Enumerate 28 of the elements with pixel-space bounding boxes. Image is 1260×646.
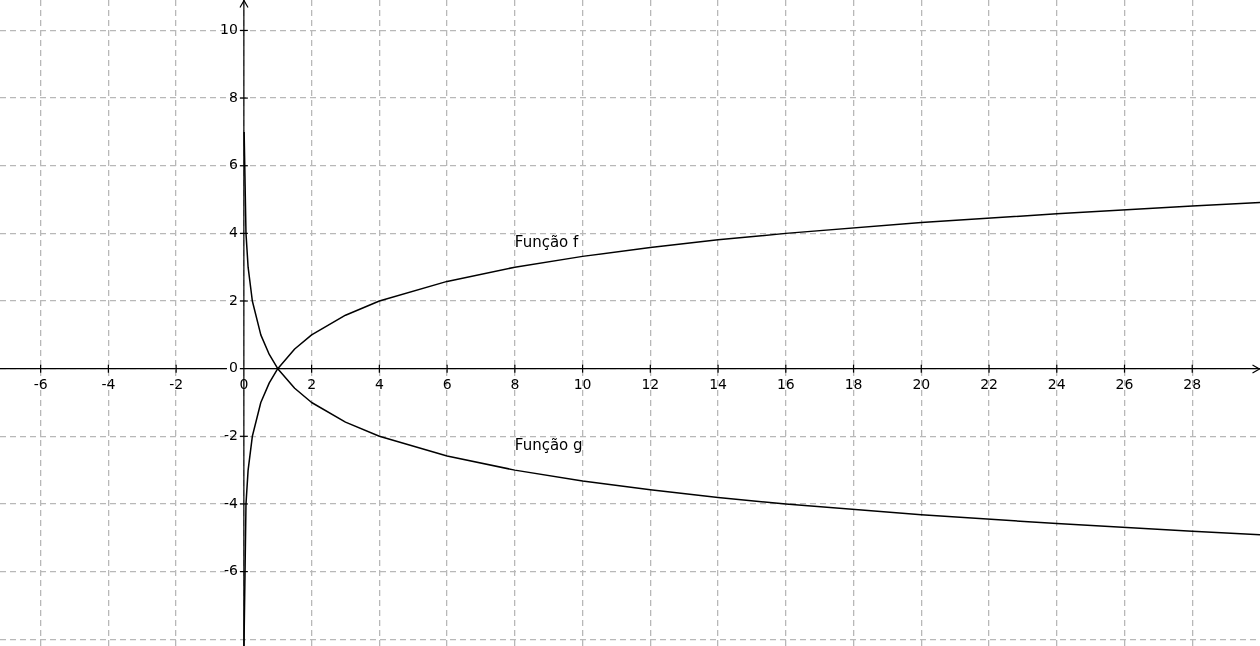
y-tick-label: 10	[220, 21, 238, 38]
y-tick-label: 0	[228, 359, 238, 376]
x-tick-label: 14	[709, 376, 728, 393]
x-tick-label: 16	[776, 376, 795, 393]
x-tick-label: 28	[1183, 376, 1202, 393]
y-tick-label: 2	[228, 291, 238, 308]
series-label: Função f	[514, 233, 580, 252]
y-tick-label: 8	[228, 88, 238, 105]
x-tick-label: 10	[573, 376, 592, 393]
x-tick-label: 12	[641, 376, 660, 393]
y-tick-label: -6	[223, 562, 238, 579]
y-tick-label: 4	[228, 224, 238, 241]
x-tick-label: 22	[980, 376, 998, 393]
x-tick-label: -2	[169, 376, 184, 393]
series-label: Função g	[514, 436, 583, 455]
x-tick-label: 6	[442, 376, 452, 393]
y-tick-label: -2	[223, 426, 238, 443]
x-tick-label: 18	[844, 376, 863, 393]
x-tick-label: 2	[307, 376, 317, 393]
x-tick-label: 8	[510, 376, 520, 393]
x-tick-label: -6	[33, 376, 48, 393]
x-tick-label: 20	[912, 376, 931, 393]
y-tick-label: -4	[223, 494, 238, 511]
y-tick-label: 6	[228, 156, 238, 173]
x-tick-label: 4	[374, 376, 384, 393]
x-tick-label: -4	[101, 376, 116, 393]
x-tick-label: 26	[1115, 376, 1134, 393]
x-tick-label: 24	[1047, 376, 1066, 393]
